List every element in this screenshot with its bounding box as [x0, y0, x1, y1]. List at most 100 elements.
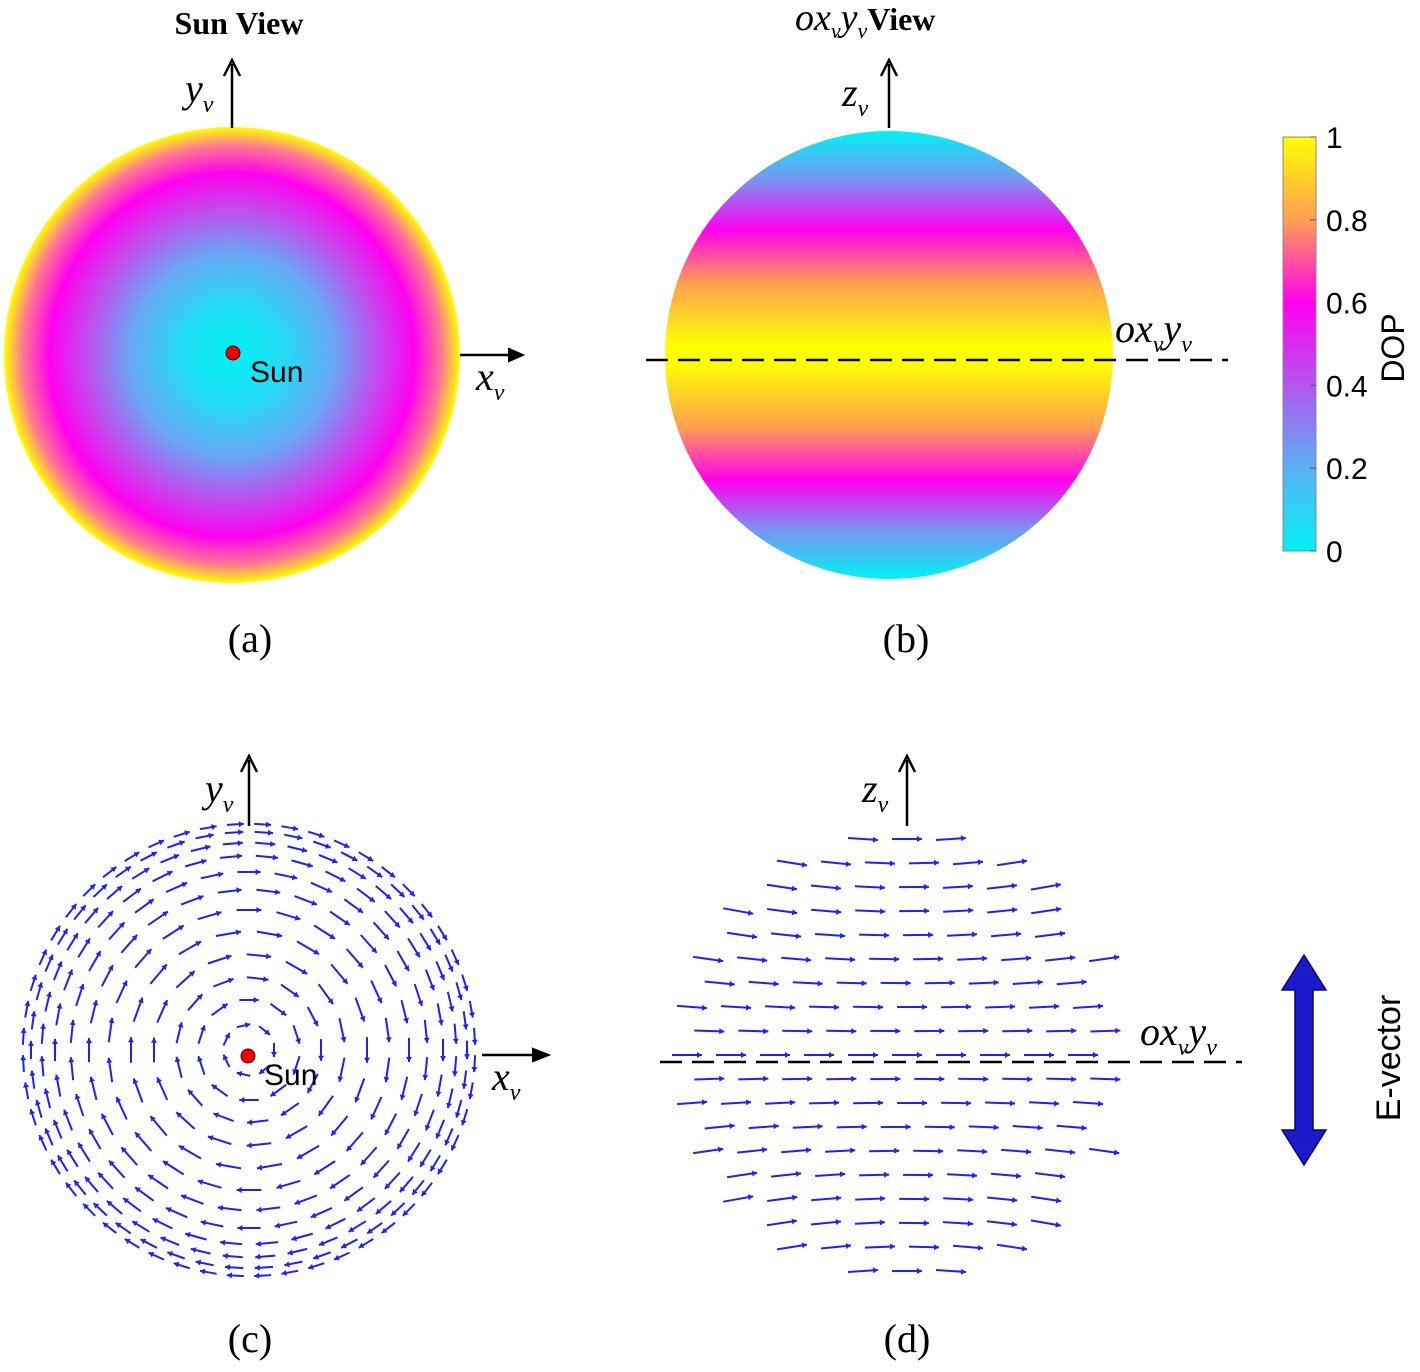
- vector-arrow: [1030, 1219, 1062, 1228]
- vector-arrow: [175, 1022, 184, 1044]
- vector-arrow: [399, 1176, 414, 1193]
- vector-arrow: [285, 960, 308, 975]
- vector-arrow: [437, 925, 448, 941]
- vector-arrow: [224, 1264, 244, 1271]
- vector-arrow: [402, 1203, 416, 1217]
- vector-arrow: [66, 1149, 79, 1168]
- vector-arrow: [226, 1272, 244, 1279]
- vector-arrow: [148, 1251, 165, 1261]
- vector-arrow: [195, 832, 214, 840]
- vector-arrow: [781, 956, 812, 963]
- vector-arrow: [450, 949, 460, 966]
- vector-arrow: [760, 1052, 790, 1058]
- vector-arrow: [147, 910, 169, 926]
- panel-c-y-axis-label: yv: [201, 766, 234, 818]
- vector-arrow: [677, 1099, 708, 1106]
- vector-arrow: [766, 1218, 798, 1227]
- vector-arrow: [239, 1097, 259, 1103]
- vector-arrow: [899, 907, 930, 914]
- vector-arrow: [1031, 906, 1062, 915]
- e-vector-legend: E-vector: [1280, 953, 1408, 1167]
- vector-arrow: [222, 1054, 231, 1068]
- vector-arrow: [693, 955, 724, 964]
- vector-arrow: [985, 1003, 1016, 1010]
- vector-arrow: [44, 954, 54, 972]
- vector-arrow: [197, 910, 222, 921]
- vector-arrow: [29, 1108, 37, 1126]
- vector-arrow: [444, 954, 454, 972]
- vector-arrow: [935, 835, 967, 842]
- vector-arrow: [782, 1075, 813, 1082]
- vector-arrow: [39, 1056, 46, 1077]
- vector-arrow: [913, 1148, 944, 1155]
- vector-arrow: [737, 1146, 768, 1154]
- vector-arrow: [86, 1038, 92, 1062]
- vector-arrow: [723, 1194, 754, 1203]
- vector-arrow: [1012, 979, 1043, 986]
- vector-arrow: [446, 991, 455, 1012]
- vector-arrow: [968, 979, 999, 986]
- vector-arrow: [815, 932, 846, 939]
- vector-arrow: [444, 1128, 454, 1146]
- vector-arrow: [160, 853, 180, 864]
- vector-arrow: [178, 940, 202, 956]
- vector-arrow: [343, 1186, 364, 1202]
- vector-arrow: [810, 884, 841, 891]
- vector-arrow: [97, 910, 114, 929]
- vector-arrow: [870, 1076, 901, 1082]
- vector-arrow: [383, 1057, 391, 1083]
- vector-arrow: [274, 872, 298, 881]
- vector-arrow: [694, 1075, 725, 1082]
- vector-arrow: [677, 1004, 708, 1011]
- vector-arrow: [115, 1221, 132, 1235]
- colorbar-tick-label: 0.4: [1326, 370, 1368, 403]
- vector-arrow: [1012, 1124, 1043, 1131]
- vector-arrow: [307, 1262, 325, 1270]
- vector-arrow: [65, 903, 78, 918]
- colorbar-ticks: 0 0.2 0.4 0.6 0.8 1: [1310, 122, 1368, 569]
- panel-d-z-axis-label: zv: [861, 766, 889, 818]
- vector-arrow: [461, 974, 469, 992]
- vector-arrow: [810, 1219, 841, 1226]
- vector-arrow: [721, 1004, 752, 1011]
- panel-b-plane-label: oxvyv: [1115, 306, 1192, 358]
- panel-b-title: oxvyvView: [795, 0, 935, 43]
- vector-arrow: [200, 871, 224, 880]
- vector-arrow: [452, 1056, 458, 1077]
- vector-arrow: [281, 825, 299, 832]
- vector-arrow: [292, 1024, 301, 1045]
- vector-arrow: [406, 1038, 412, 1062]
- vector-arrow: [892, 1052, 922, 1058]
- vector-arrow: [853, 1099, 884, 1106]
- vector-arrow: [184, 858, 207, 868]
- vector-arrow: [35, 982, 44, 1001]
- vector-arrow: [748, 980, 779, 987]
- vector-arrow: [400, 999, 409, 1024]
- vector-arrow: [97, 1171, 114, 1190]
- vector-arrow: [296, 940, 320, 956]
- vector-arrow: [1045, 1148, 1076, 1156]
- vector-arrow: [215, 1161, 242, 1170]
- vector-arrow: [738, 1028, 769, 1035]
- vector-arrow: [770, 932, 802, 939]
- vector-arrow: [333, 1251, 350, 1261]
- vector-arrow: [285, 1125, 308, 1140]
- vector-arrow: [274, 1220, 298, 1229]
- vector-arrow: [461, 1070, 468, 1089]
- vector-arrow: [356, 887, 376, 903]
- vector-arrow: [836, 1123, 867, 1130]
- vector-arrow: [880, 980, 911, 987]
- vector-arrow: [340, 851, 358, 862]
- vector-arrow: [317, 1095, 334, 1117]
- vector-arrow: [246, 1142, 272, 1149]
- vector-arrow: [957, 1148, 988, 1155]
- vector-arrow: [429, 1154, 441, 1172]
- vector-arrow: [765, 1004, 796, 1011]
- vector-arrow: [767, 908, 798, 916]
- vector-arrow: [348, 1220, 367, 1233]
- vector-arrow: [811, 908, 842, 915]
- vector-arrow: [217, 887, 242, 894]
- vector-arrow: [30, 1011, 37, 1030]
- vector-arrow: [180, 895, 204, 906]
- vector-arrow: [372, 1159, 390, 1179]
